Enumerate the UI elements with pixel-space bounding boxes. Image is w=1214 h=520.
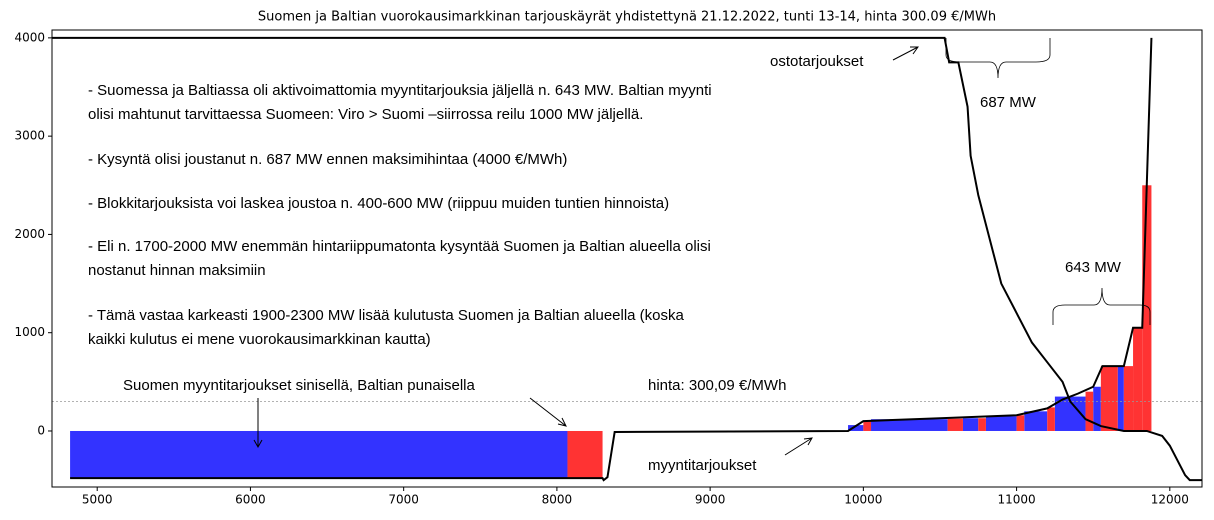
y-tick-label: 3000 bbox=[14, 129, 45, 143]
brace bbox=[945, 38, 1051, 79]
x-tick-label: 12000 bbox=[1151, 493, 1189, 507]
bar bbox=[985, 416, 1017, 431]
x-tick-label: 11000 bbox=[997, 493, 1035, 507]
note: - Blokkitarjouksista voi laskea joustoa … bbox=[88, 195, 669, 212]
y-tick-label: 1000 bbox=[14, 325, 45, 339]
brace bbox=[1052, 287, 1151, 325]
note: - Tämä vastaa karkeasti 1900-2300 MW lis… bbox=[88, 307, 685, 324]
arrow bbox=[529, 397, 567, 427]
note: - Kysyntä olisi joustanut n. 687 MW enne… bbox=[88, 151, 567, 168]
x-tick-label: 7000 bbox=[388, 493, 419, 507]
bar bbox=[871, 419, 948, 431]
brace-label: 687 MW bbox=[980, 94, 1037, 111]
bar bbox=[978, 418, 986, 431]
bar bbox=[1117, 366, 1124, 431]
plot-frame bbox=[51, 29, 1203, 488]
bar bbox=[1016, 415, 1025, 431]
y-tick-label: 0 bbox=[37, 423, 45, 437]
bar bbox=[1133, 327, 1143, 431]
curve-label: ostotarjoukset bbox=[770, 53, 864, 70]
chart-title: Suomen ja Baltian vuorokausimarkkinan ta… bbox=[258, 10, 996, 25]
arrow bbox=[784, 437, 813, 456]
note: kaikki kulutus ei mene vuorokausimarkkin… bbox=[88, 331, 431, 348]
x-tick-label: 6000 bbox=[235, 493, 266, 507]
x-tick-label: 8000 bbox=[542, 493, 573, 507]
bar bbox=[947, 418, 963, 431]
bar bbox=[567, 430, 603, 479]
bar bbox=[1085, 391, 1094, 431]
curve bbox=[52, 36, 1202, 482]
note: olisi mahtunut tarvittaessa Suomeen: Vir… bbox=[88, 106, 643, 123]
note: - Eli n. 1700-2000 MW enemmän hintariipp… bbox=[88, 238, 711, 255]
x-tick-label: 5000 bbox=[82, 493, 113, 507]
bar bbox=[1024, 411, 1048, 431]
bar bbox=[1093, 386, 1101, 431]
brace-label: 643 MW bbox=[1065, 259, 1122, 276]
bar bbox=[848, 425, 864, 431]
y-tick-label: 2000 bbox=[14, 227, 45, 241]
x-tick-label: 9000 bbox=[695, 493, 726, 507]
curve-label: myyntitarjoukset bbox=[648, 457, 757, 474]
bar bbox=[1100, 366, 1118, 431]
bar bbox=[863, 421, 872, 431]
x-tick-label: 10000 bbox=[844, 493, 882, 507]
bar bbox=[1123, 366, 1134, 431]
curve bbox=[70, 37, 1153, 482]
bar bbox=[1047, 407, 1055, 431]
arrow bbox=[253, 398, 263, 449]
y-tick-label: 4000 bbox=[14, 30, 45, 44]
price-label: hinta: 300,09 €/MWh bbox=[648, 377, 786, 394]
note: - Suomessa ja Baltiassa oli aktivoimatto… bbox=[88, 82, 712, 99]
arrow bbox=[892, 46, 919, 61]
bar bbox=[1142, 185, 1152, 431]
note: nostanut hinnan maksimiin bbox=[88, 262, 266, 279]
bar bbox=[70, 430, 568, 479]
annotation-arrows bbox=[253, 38, 1151, 456]
bar bbox=[962, 418, 979, 431]
bars-label: Suomen myyntitarjoukset sinisellä, Balti… bbox=[123, 377, 476, 394]
